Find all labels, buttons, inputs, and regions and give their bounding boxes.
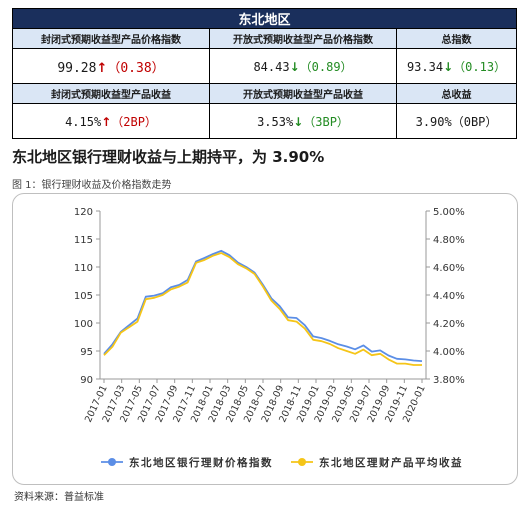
value-open-yield: 3.53%↓（3BP） <box>209 103 397 139</box>
header-total-yield: 总收益 <box>396 83 517 104</box>
arrow-up-icon: ↑ <box>101 114 112 129</box>
header-open-index: 开放式预期收益型产品价格指数 <box>209 28 397 49</box>
right-tick-label: 5.00% <box>433 207 465 218</box>
left-tick-label: 95 <box>80 347 93 358</box>
line-chart: 90 95 100 105 110 115 120 3.80% 4.00% 4.20% 4.40% 4… <box>74 207 465 469</box>
left-tick-label: 100 <box>74 319 93 330</box>
right-tick-label: 4.60% <box>433 263 465 274</box>
header-closed-index: 封闭式预期收益型产品价格指数 <box>12 28 210 49</box>
source-note: 资料来源：普益标准 <box>14 492 104 503</box>
header-total-index: 总指数 <box>396 28 517 49</box>
price-index-line <box>103 249 423 362</box>
value-total-index: 93.34↓（0.13） <box>396 48 517 84</box>
right-tick-label: 4.00% <box>433 347 465 358</box>
value-open-index: 84.43↓（0.89） <box>209 48 397 84</box>
arrow-up-icon: ↑ <box>96 60 108 76</box>
value-closed-yield: 4.15%↑（2BP） <box>12 103 210 139</box>
average-yield-line <box>103 252 422 366</box>
value-closed-index: 99.28↑（0.38） <box>12 48 210 84</box>
left-tick-label: 105 <box>74 291 93 302</box>
legend-label: 东北地区银行理财价格指数 <box>129 456 273 469</box>
headline: 东北地区银行理财收益与上期持平，为 3.90% <box>12 148 325 166</box>
header-open-yield: 开放式预期收益型产品收益 <box>209 83 397 104</box>
legend-swatch-dot <box>108 458 116 466</box>
left-tick-label: 120 <box>74 207 93 218</box>
legend-label: 东北地区理财产品平均收益 <box>319 456 463 469</box>
value-total-yield: 3.90%（0BP） <box>396 103 517 139</box>
figure-caption: 图 1：银行理财收益及价格指数走势 <box>12 180 172 191</box>
left-tick-label: 90 <box>80 375 93 386</box>
left-tick-label: 110 <box>74 263 93 274</box>
right-tick-label: 4.80% <box>433 235 465 246</box>
region-title: 东北地区 <box>12 8 517 29</box>
arrow-down-icon: ↓ <box>443 59 454 74</box>
right-tick-label: 4.40% <box>433 291 465 302</box>
right-tick-label: 4.20% <box>433 319 465 330</box>
left-tick-label: 115 <box>74 235 93 246</box>
arrow-down-icon: ↓ <box>289 59 300 74</box>
legend-swatch-dot <box>298 458 306 466</box>
right-tick-label: 3.80% <box>433 375 465 386</box>
summary-table: 东北地区 封闭式预期收益型产品价格指数 开放式预期收益型产品价格指数 总指数 9… <box>12 8 517 139</box>
header-closed-yield: 封闭式预期收益型产品收益 <box>12 83 210 104</box>
arrow-down-icon: ↓ <box>293 114 304 129</box>
chart-frame: 90 95 100 105 110 115 120 3.80% 4.00% 4.20% 4.40% 4… <box>12 193 518 485</box>
